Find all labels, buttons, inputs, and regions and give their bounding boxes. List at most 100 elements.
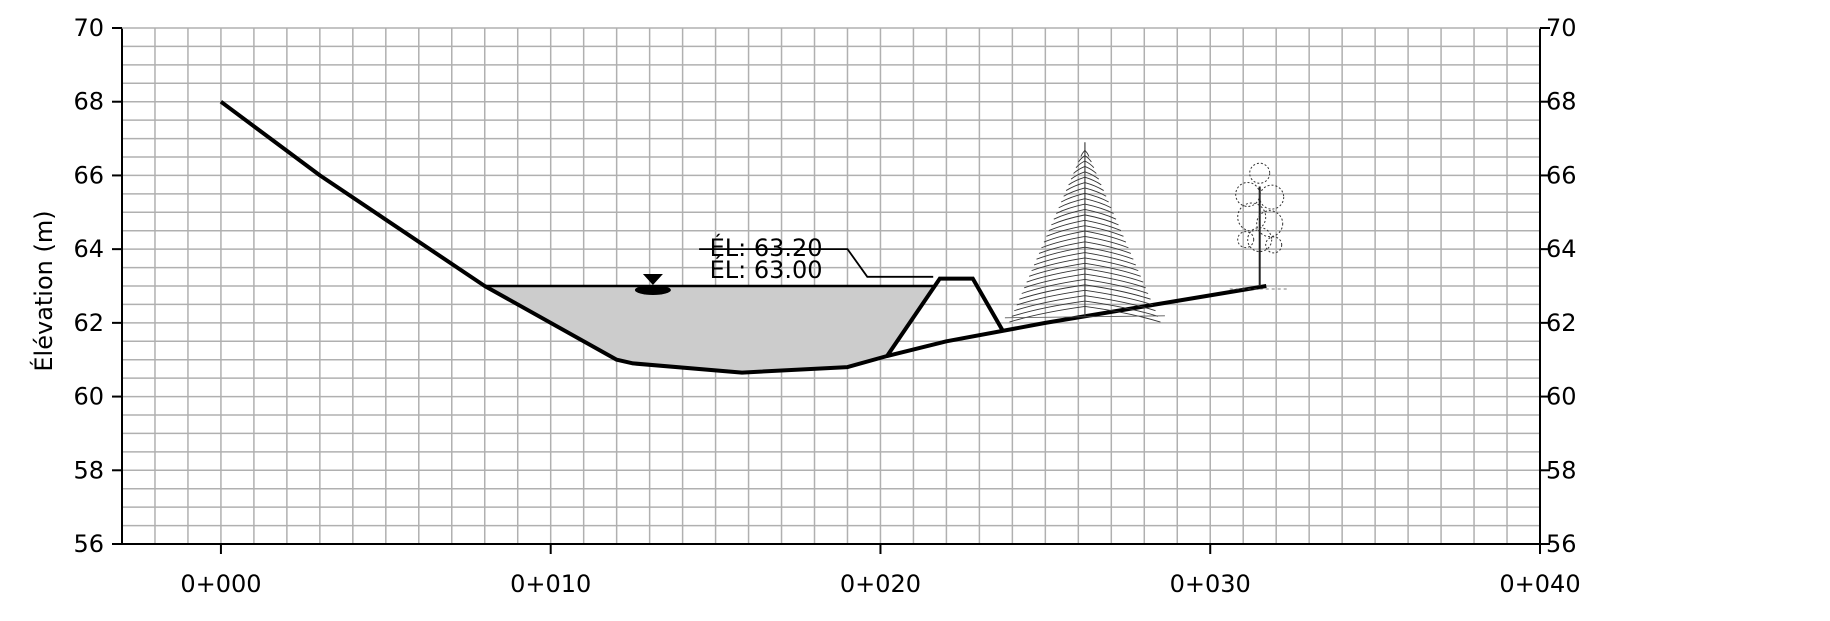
y-tick-label-left: 56: [73, 530, 104, 558]
conifer-branch: [1011, 300, 1085, 317]
conifer-branch: [1084, 230, 1127, 243]
y-tick-label-left: 58: [73, 456, 104, 484]
conifer-branch: [1084, 268, 1144, 283]
x-tick-label: 0+010: [510, 570, 591, 598]
conifer-branch: [1084, 241, 1132, 254]
conifer-branch: [1078, 155, 1086, 163]
conifer-branch: [1019, 284, 1085, 300]
conifer-branch: [1084, 279, 1149, 294]
ticks: 56 56 58 58 60 60 62 62 64 64 66 66 68 68 70 70 0+000 0+0…: [73, 14, 1580, 598]
conifer-branch: [1046, 225, 1086, 237]
conifer-branch: [1084, 225, 1124, 237]
tree-foliage: [1259, 184, 1285, 210]
annotation-label: ÉL: 63.00: [710, 255, 823, 284]
conifer-branch: [1021, 279, 1085, 294]
conifer-branch: [1041, 235, 1085, 249]
conifer-branch: [1065, 182, 1086, 191]
y-tick-label-left: 68: [73, 88, 104, 116]
dike-outline: [885, 276, 1005, 358]
water-fill: [484, 286, 934, 373]
elevation-annotation: ÉL: 63.00: [699, 255, 848, 287]
conifer-branch: [1084, 214, 1119, 226]
x-tick-label: 0+040: [1499, 570, 1580, 598]
conifer-branch: [1084, 176, 1102, 186]
conifer-branch: [1043, 230, 1085, 243]
conifer-branch: [1026, 268, 1085, 283]
deciduous-tree-icon: [1229, 162, 1290, 290]
tree-foliage: [1237, 202, 1267, 232]
conifer-branch: [1084, 284, 1151, 300]
conifer-branch: [1009, 305, 1085, 323]
y-tick-label-right: 58: [1546, 456, 1577, 484]
y-tick-label-left: 70: [73, 14, 104, 42]
conifer-branch: [1058, 198, 1086, 209]
conifer-branch: [1070, 171, 1086, 180]
y-tick-label-right: 70: [1546, 14, 1577, 42]
conifer-branch: [1084, 262, 1141, 277]
y-tick-label-left: 64: [73, 235, 104, 263]
tree-foliage: [1247, 227, 1273, 253]
y-tick-label-right: 60: [1546, 383, 1577, 411]
conifer-branch: [1084, 305, 1161, 323]
conifer-ground-line: [1004, 315, 1165, 319]
y-axis-title: Élévation (m): [29, 210, 58, 371]
conifer-branch: [1056, 203, 1086, 214]
tree-foliage: [1265, 236, 1283, 254]
tree-foliage: [1237, 231, 1255, 249]
conifer-branch: [1031, 257, 1085, 272]
conifer-branch: [1084, 160, 1095, 168]
plot-frame: [121, 27, 1541, 545]
conifer-branch: [1036, 246, 1085, 260]
elevation-annotation: ÉL: 63.20: [699, 233, 934, 278]
conifer-branch: [1084, 219, 1122, 232]
conifer-branch: [1053, 209, 1086, 220]
tree-foliage: [1249, 162, 1271, 184]
conifer-branch: [1084, 246, 1134, 260]
conifer-branch: [1084, 192, 1109, 203]
ground-profile: [219, 100, 1267, 375]
conifer-branch: [1084, 235, 1129, 249]
water-level-icon: [634, 274, 671, 295]
conifer-branch: [1084, 165, 1097, 174]
conifer-branch: [1016, 289, 1085, 306]
conifer-branch: [1063, 187, 1086, 197]
x-tick-label: 0+020: [840, 570, 921, 598]
y-tick-label-right: 66: [1546, 161, 1577, 189]
conifer-branch: [1038, 241, 1085, 254]
annotation-label: ÉL: 63.20: [710, 233, 823, 262]
annotation-leader: [699, 248, 934, 278]
conifer-branch: [1075, 160, 1086, 168]
conifer-branch: [1024, 273, 1085, 289]
conifer-branch: [1084, 300, 1159, 317]
conifer-branch: [1084, 155, 1092, 163]
conifer-icon: [1004, 142, 1165, 323]
conifer-branch: [1084, 295, 1156, 312]
conifer-branch: [1084, 198, 1112, 209]
conifer-branch: [1084, 203, 1114, 214]
conifer-branch: [1084, 209, 1117, 220]
x-tick-label: 0+000: [180, 570, 261, 598]
symbols: [634, 274, 671, 295]
conifer-branch: [1068, 176, 1086, 186]
conifer-branch: [1084, 149, 1090, 157]
trees: [1004, 142, 1290, 323]
conifer-branch: [1080, 149, 1086, 157]
y-tick-label-left: 62: [73, 309, 104, 337]
conifer-branch: [1014, 295, 1085, 312]
y-tick-label-left: 60: [73, 383, 104, 411]
x-tick-label: 0+030: [1170, 570, 1251, 598]
water-level-bar: [634, 285, 671, 295]
conifer-branch: [1084, 257, 1139, 272]
y-tick-label-left: 66: [73, 161, 104, 189]
conifer-branch: [1073, 165, 1086, 174]
conifer-branch: [1060, 192, 1086, 203]
conifer-branch: [1084, 171, 1100, 180]
water-level-triangle: [642, 274, 663, 285]
conifer-branch: [1084, 252, 1136, 266]
conifer-branch: [1051, 214, 1086, 226]
dike: [885, 276, 1005, 358]
conifer-branch: [1048, 219, 1086, 232]
conifer-branch: [1084, 187, 1107, 197]
